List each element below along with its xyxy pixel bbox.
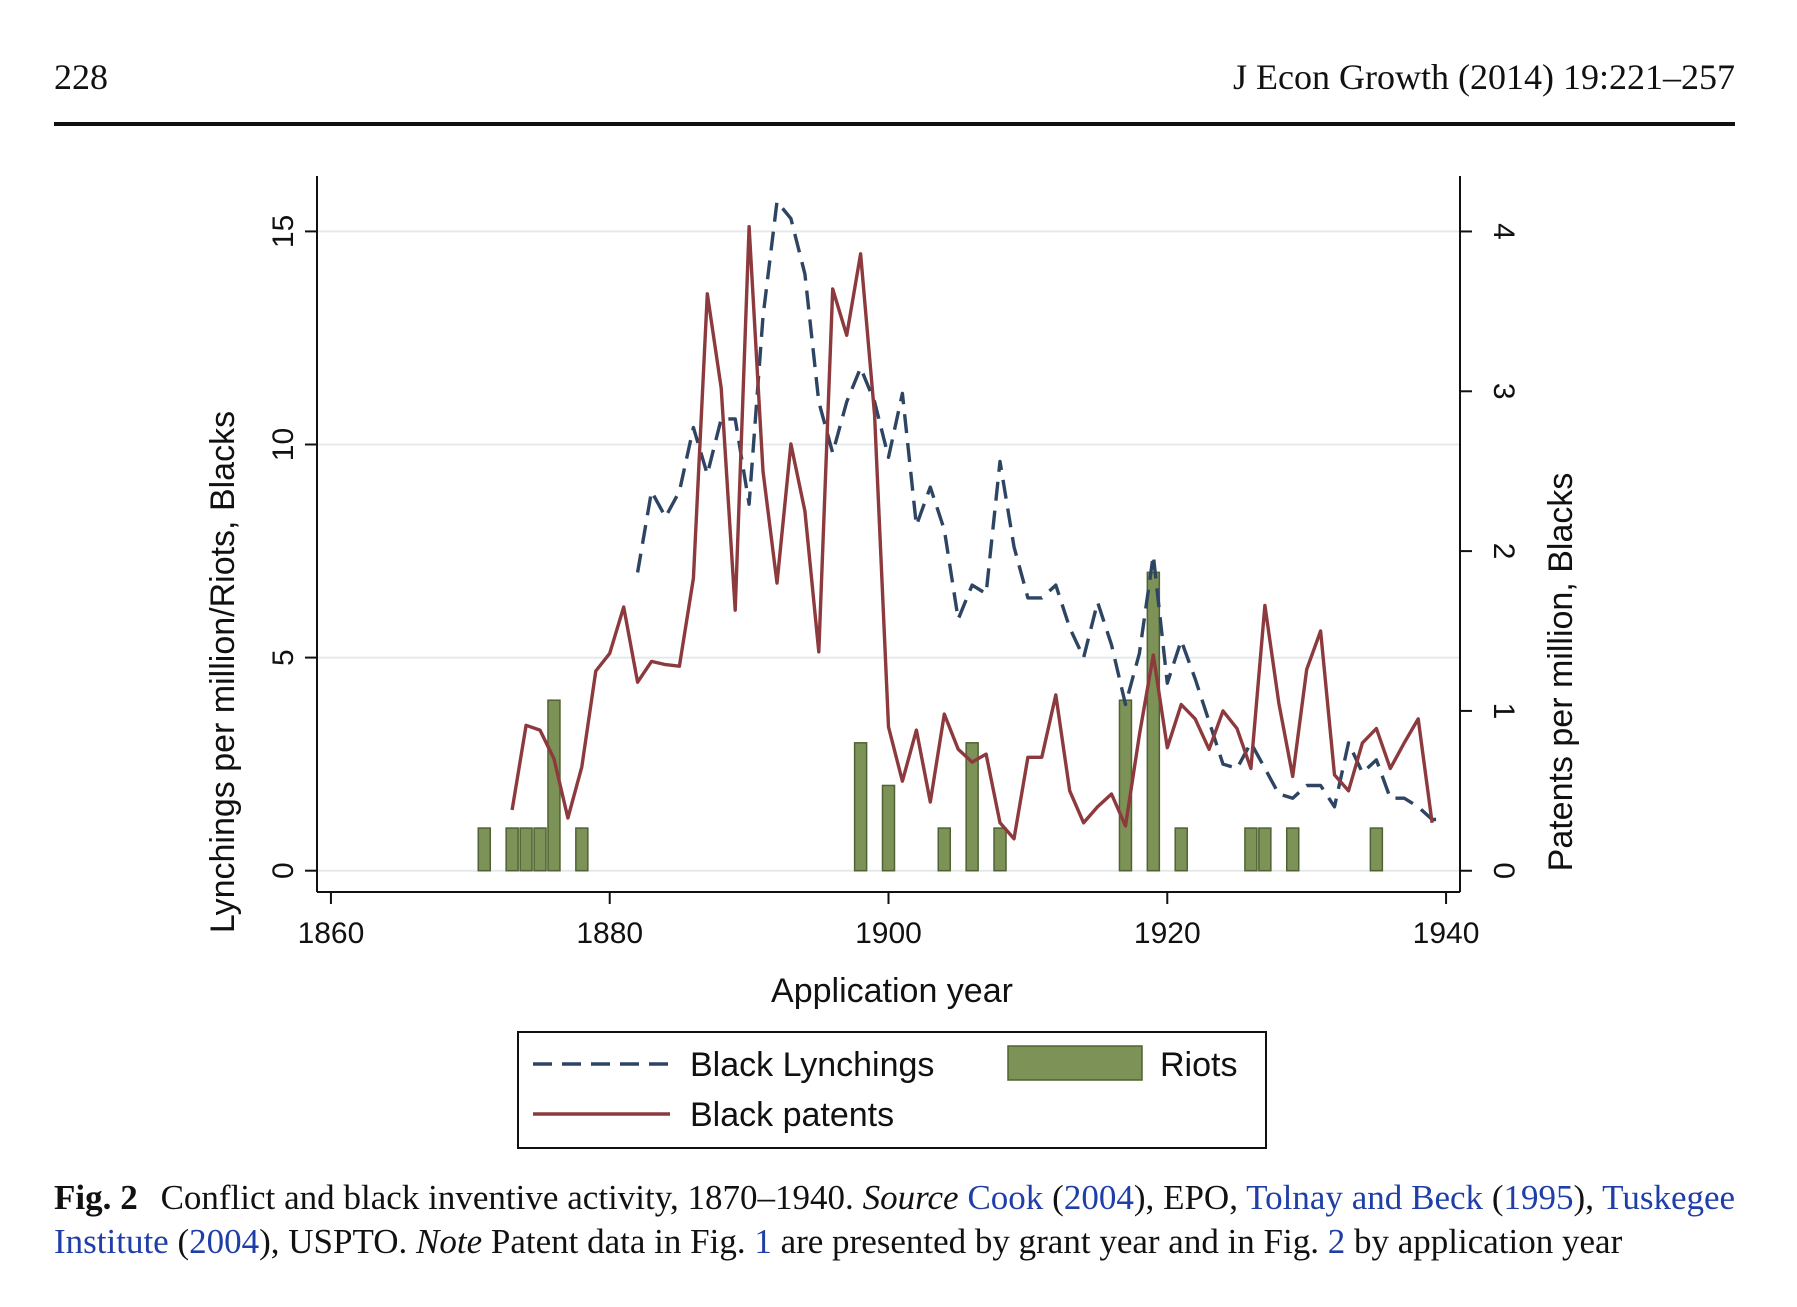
figure-caption: Fig. 2 Conflict and black inventive acti… [54,1176,1735,1264]
y-axis-right-label: Patents per million, Blacks [1542,473,1580,872]
caption-text: by application year [1354,1222,1623,1261]
caption-paren: ( [177,1222,190,1261]
caption-text: ), EPO, [1133,1178,1238,1217]
riot-bar [965,742,979,872]
caption-text: ), USPTO. [259,1222,408,1261]
x-tick-label: 1880 [576,917,643,950]
riot-bar [1146,571,1161,872]
x-tick-label: 1920 [1134,917,1201,950]
series-lines [510,199,1447,841]
gridlines [317,230,1460,872]
riot-bar [519,827,533,872]
x-tick-label: 1860 [298,917,365,950]
caption-text: are presented by grant year and in Fig. [780,1222,1319,1261]
x-tick-label: 1940 [1413,917,1480,950]
x-axis-label: Application year [771,972,1013,1010]
riot-bar [547,699,561,872]
riot-bar [1258,827,1272,872]
series-line-lynchings [635,199,1447,822]
y-right-tick-label: 4 [1487,223,1520,240]
ref-link-tolnay-beck-year[interactable]: 1995 [1503,1178,1574,1217]
caption-text: Patent data in Fig. [490,1222,746,1261]
caption-text: Conflict and black inventive activity, 1… [160,1178,854,1217]
caption-source-label: Source [862,1178,959,1217]
caption-fig-label: Fig. 2 [54,1178,138,1217]
ref-link-tuskegee-year[interactable]: 2004 [189,1222,260,1261]
y-axis-left-label: Lynchings per million/Riots, Blacks [204,411,242,933]
legend-lynchings-label: Black Lynchings [690,1046,934,1084]
riots-bars [477,571,1384,872]
riot-bar [993,827,1007,872]
riot-bar [1118,699,1133,872]
y-left-tick-label: 0 [267,862,300,879]
legend-riots-label: Riots [1160,1046,1237,1084]
riot-bar [1174,827,1188,872]
riot-bar [1285,827,1300,872]
y-right-tick-label: 3 [1487,383,1520,400]
journal-reference: J Econ Growth (2014) 19:221–257 [1233,57,1735,97]
riot-bar [505,827,519,872]
fig-link-2[interactable]: 2 [1327,1222,1346,1261]
ref-link-tolnay-beck[interactable]: Tolnay and Beck [1246,1178,1484,1217]
ref-link-cook-year[interactable]: 2004 [1063,1178,1134,1217]
riot-bar [1369,827,1384,872]
y-left-tick-label: 5 [267,649,300,666]
legend-patents-label: Black patents [690,1096,894,1134]
y-right-tick-label: 1 [1487,703,1520,720]
ref-link-tuskegee[interactable]: Tuskegee Institute [54,1178,1736,1261]
caption-paren: ( [1052,1178,1064,1217]
legend: Black Lynchings Riots Black patents [517,1031,1267,1149]
series-line-patents [510,224,1434,841]
riot-bar [1244,827,1258,872]
riot-bar [881,784,896,872]
caption-text: ), [1573,1178,1594,1217]
y-left-tick-label: 10 [267,428,300,461]
y-right-tick-label: 0 [1487,862,1520,879]
axes: 1860 1880 1900 1920 1940 0 5 10 15 0 1 2 3 4 [267,176,1520,950]
riot-bar [477,827,492,872]
caption-paren: ( [1491,1178,1504,1217]
fig-link-1[interactable]: 1 [754,1222,772,1261]
riot-bar [853,742,868,872]
page-number: 228 [54,57,108,97]
x-tick-label: 1900 [855,917,922,950]
caption-note-label: Note [416,1222,483,1261]
legend-riots-swatch [1007,1045,1143,1081]
ref-link-cook[interactable]: Cook [967,1178,1044,1217]
riot-bar [533,827,547,872]
y-right-tick-label: 2 [1487,543,1520,560]
y-left-tick-label: 15 [267,215,300,248]
riot-bar [575,827,589,872]
header-rule [54,122,1735,126]
figure-chart: 1860 1880 1900 1920 1940 0 5 10 15 0 1 2 3 4 Applicat… [204,176,1580,1149]
riot-bar [937,827,952,872]
